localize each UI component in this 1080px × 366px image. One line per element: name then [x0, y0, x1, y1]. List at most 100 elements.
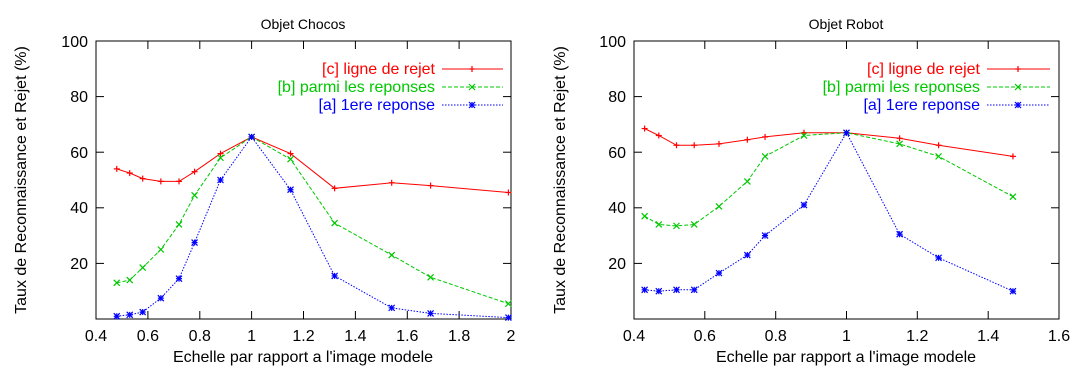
data-point-rejet — [139, 175, 146, 182]
series-line-parmi — [116, 136, 509, 305]
legend-marker-parmi — [1014, 83, 1022, 91]
data-point-rejet — [691, 142, 698, 149]
y-tick-label: 20 — [608, 256, 626, 273]
legend-marker-1ere — [468, 101, 476, 109]
data-point-1ere — [641, 286, 649, 294]
series-line-1ere — [116, 136, 509, 319]
x-tick-label: 2 — [507, 328, 516, 345]
chart-robot: Objet Robot Echelle par rapport a l'imag… — [552, 16, 1070, 366]
data-point-rejet — [896, 135, 903, 142]
x-axis-label-robot: Echelle par rapport a l'image modele — [716, 349, 976, 366]
legend-label-1ere: [a] 1ere reponse — [318, 97, 435, 114]
legend-marker-rejet — [1015, 66, 1021, 72]
legend-marker-rejet — [469, 66, 475, 72]
data-point-1ere — [191, 239, 198, 246]
legend-label-parmi: [b] parmi les reponses — [823, 79, 980, 96]
y-tick-label: 60 — [608, 145, 626, 162]
x-tick-label: 0.6 — [137, 328, 159, 345]
data-point-1ere — [690, 286, 698, 294]
data-point-parmi — [175, 221, 183, 228]
data-point-1ere — [655, 287, 663, 295]
data-point-1ere — [427, 310, 435, 317]
data-point-parmi — [113, 279, 121, 287]
data-point-parmi — [139, 264, 147, 271]
data-point-1ere — [126, 311, 134, 319]
data-point-rejet — [191, 168, 198, 175]
data-point-rejet — [641, 125, 648, 132]
data-point-parmi — [427, 273, 435, 281]
legend-robot: [c] ligne de rejet [b] parmi les reponse… — [823, 61, 1050, 114]
data-point-parmi — [715, 202, 723, 210]
data-point-rejet — [673, 142, 680, 149]
x-tick-label: 1 — [842, 328, 851, 345]
y-tick-label: 60 — [70, 145, 88, 162]
x-tick-label: 1.6 — [1048, 328, 1070, 345]
y-axis-label-robot: Taux de Reconnaissance et Rejet (%) — [552, 46, 569, 314]
data-point-1ere — [843, 129, 850, 137]
data-point-parmi — [673, 222, 680, 230]
data-point-rejet — [762, 133, 769, 140]
legend-label-rejet: [c] ligne de rejet — [322, 61, 436, 78]
data-point-parmi — [331, 219, 339, 227]
data-point-parmi — [504, 300, 512, 308]
data-point-parmi — [800, 132, 808, 139]
data-point-rejet — [505, 189, 512, 196]
data-point-rejet — [388, 179, 395, 186]
legend-marker-parmi — [468, 83, 476, 91]
data-point-1ere — [761, 232, 769, 240]
x-tick-label: 0.8 — [765, 328, 787, 345]
x-tick-label: 0.4 — [623, 328, 645, 345]
data-point-parmi — [743, 177, 751, 185]
series-group-chocos — [113, 66, 512, 322]
data-point-1ere — [157, 294, 165, 302]
x-tick-label: 1 — [247, 328, 256, 345]
y-tick-label: 80 — [70, 89, 88, 106]
data-point-parmi — [641, 212, 649, 220]
y-tick-label: 100 — [61, 34, 88, 51]
data-point-1ere — [1009, 287, 1017, 295]
data-point-1ere — [388, 304, 396, 312]
legend-label-rejet: [c] ligne de rejet — [867, 61, 981, 78]
data-point-parmi — [935, 152, 943, 160]
data-point-rejet — [1009, 153, 1016, 160]
data-point-1ere — [175, 275, 183, 283]
data-point-1ere — [113, 312, 121, 320]
series-line-parmi — [644, 132, 1014, 227]
data-point-rejet — [655, 132, 662, 139]
data-point-parmi — [388, 251, 396, 259]
data-point-1ere — [287, 186, 294, 194]
x-ticks-robot: 0.4 0.6 0.8 1 1.2 1.4 1.6 — [623, 41, 1070, 345]
x-tick-label: 1.2 — [292, 328, 314, 345]
y-axis-label-chocos: Taux de Reconnaissance et Rejet (%) — [13, 46, 30, 314]
x-tick-label: 1.4 — [977, 328, 999, 345]
series-line-1ere — [644, 131, 1014, 292]
y-ticks-chocos: 20 40 60 80 100 — [61, 34, 511, 273]
legend-label-parmi: [b] parmi les reponses — [278, 79, 435, 96]
x-tick-label: 0.4 — [85, 328, 107, 345]
data-point-rejet — [217, 150, 224, 157]
data-point-1ere — [331, 272, 339, 280]
data-point-rejet — [113, 165, 120, 172]
data-point-rejet — [935, 142, 942, 149]
data-point-rejet — [427, 182, 434, 189]
data-point-parmi — [690, 221, 698, 228]
x-tick-label: 1.6 — [396, 328, 418, 345]
series-group-robot — [641, 66, 1022, 295]
data-point-rejet — [287, 150, 294, 157]
y-tick-label: 40 — [608, 200, 626, 217]
data-point-1ere — [504, 314, 512, 322]
data-point-1ere — [715, 269, 723, 277]
data-point-1ere — [248, 133, 256, 141]
x-tick-label: 1.4 — [344, 328, 366, 345]
data-point-rejet — [176, 178, 182, 185]
y-ticks-robot: 20 40 60 80 100 — [599, 34, 1059, 273]
chart-title-robot: Objet Robot — [809, 16, 884, 32]
data-point-parmi — [761, 152, 769, 160]
y-tick-label: 40 — [70, 200, 88, 217]
y-tick-label: 80 — [608, 89, 626, 106]
chart-title-chocos: Objet Chocos — [261, 16, 346, 32]
data-point-1ere — [935, 254, 943, 262]
chart-chocos: Objet Chocos Echelle par rapport a l'ima… — [13, 16, 516, 366]
data-point-1ere — [217, 176, 224, 184]
